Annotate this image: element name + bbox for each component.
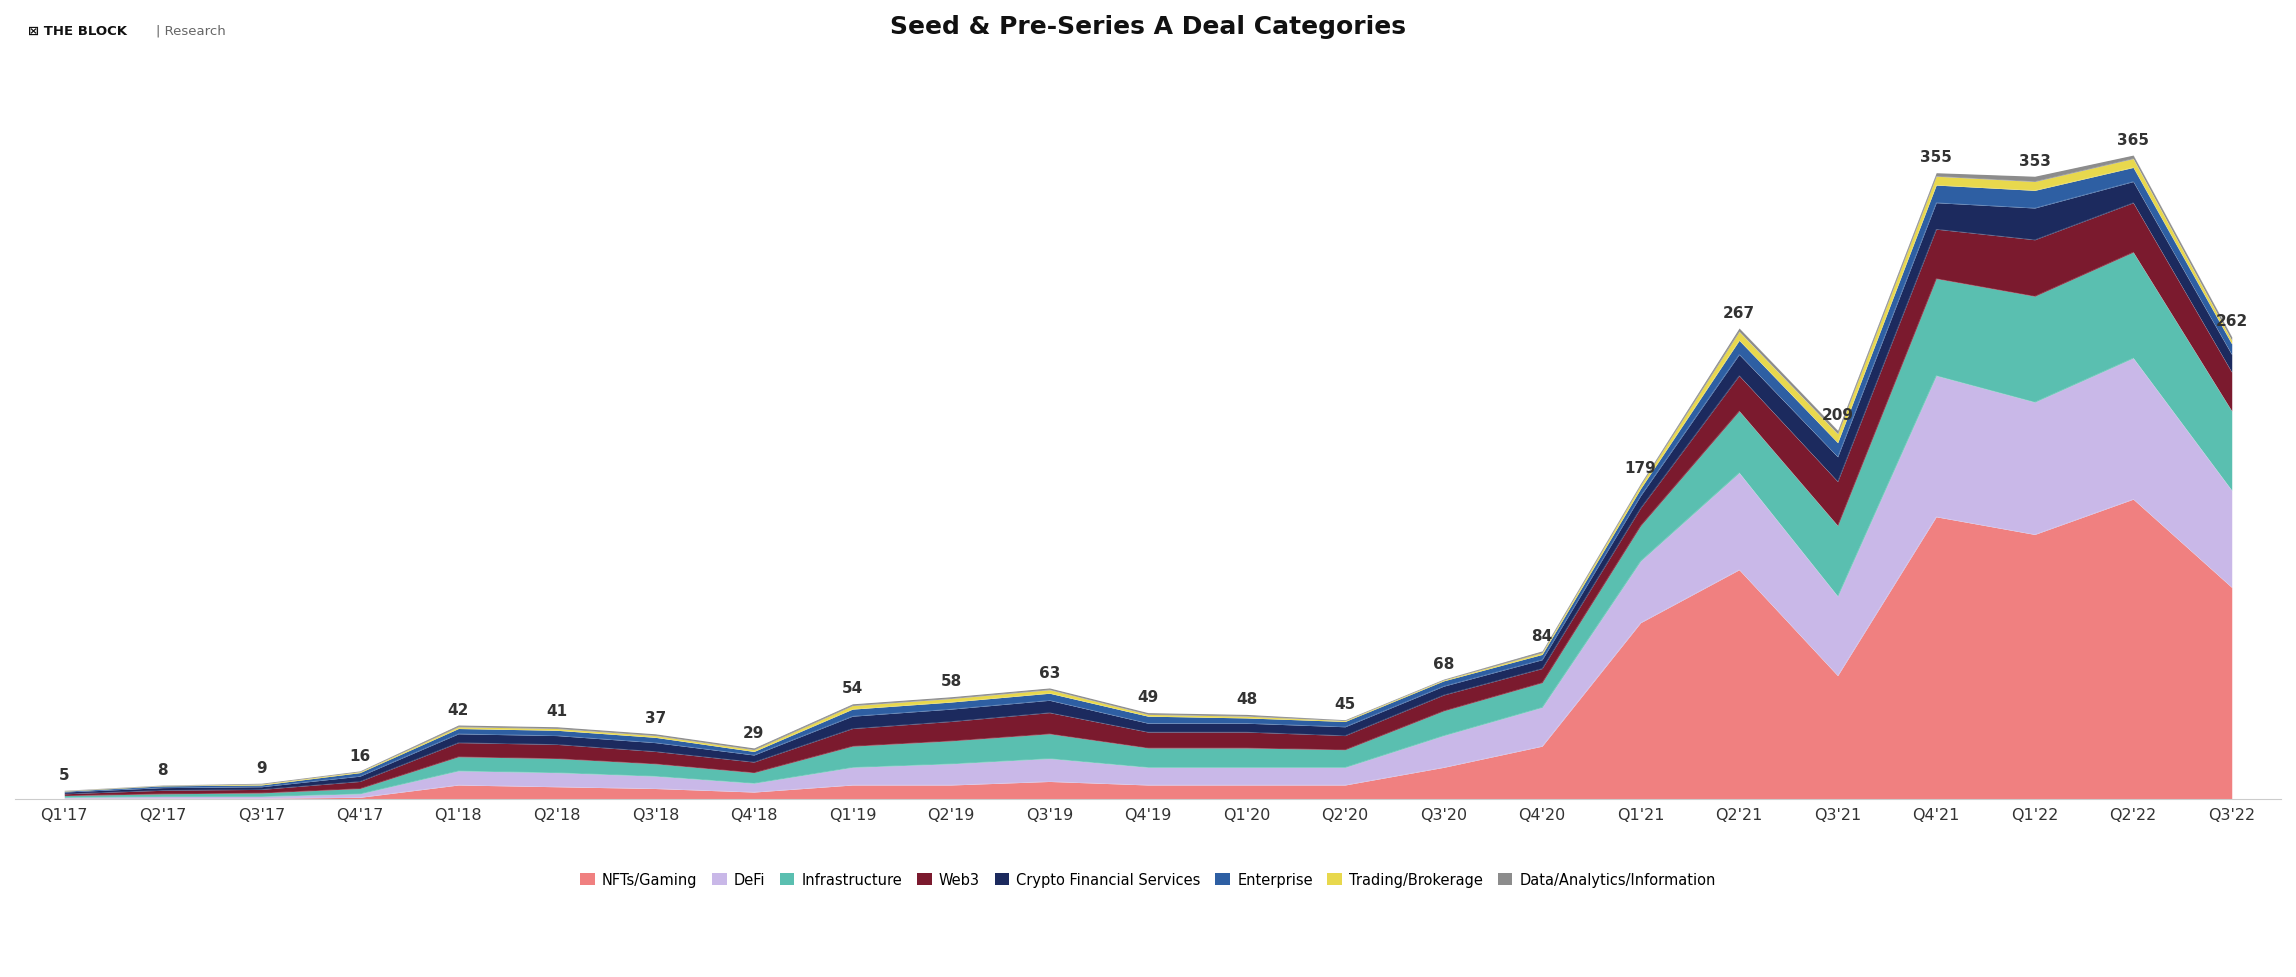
Text: 353: 353 bbox=[2018, 153, 2050, 169]
Text: 58: 58 bbox=[941, 674, 962, 689]
Text: 8: 8 bbox=[158, 762, 168, 777]
Text: 209: 209 bbox=[1821, 407, 1853, 422]
Text: 42: 42 bbox=[448, 701, 468, 717]
Text: 49: 49 bbox=[1137, 690, 1159, 704]
Text: 16: 16 bbox=[349, 747, 370, 763]
Text: 365: 365 bbox=[2117, 133, 2149, 148]
Text: ⊠ THE BLOCK: ⊠ THE BLOCK bbox=[28, 24, 126, 37]
Text: | Research: | Research bbox=[156, 24, 225, 37]
Text: 84: 84 bbox=[1531, 628, 1552, 643]
Text: 5: 5 bbox=[60, 767, 69, 783]
Text: 267: 267 bbox=[1722, 306, 1754, 320]
Title: Seed & Pre-Series A Deal Categories: Seed & Pre-Series A Deal Categories bbox=[891, 15, 1405, 39]
Legend: NFTs/Gaming, DeFi, Infrastructure, Web3, Crypto Financial Services, Enterprise, : NFTs/Gaming, DeFi, Infrastructure, Web3,… bbox=[574, 866, 1722, 893]
Text: 179: 179 bbox=[1626, 460, 1655, 476]
Text: 68: 68 bbox=[1433, 657, 1453, 671]
Text: 41: 41 bbox=[546, 703, 567, 719]
Text: 45: 45 bbox=[1334, 697, 1355, 711]
Text: 54: 54 bbox=[843, 681, 863, 696]
Text: 9: 9 bbox=[255, 760, 266, 775]
Text: 37: 37 bbox=[645, 710, 666, 726]
Text: 48: 48 bbox=[1235, 692, 1258, 706]
Text: 63: 63 bbox=[1038, 665, 1061, 680]
Text: 29: 29 bbox=[744, 725, 765, 740]
Text: 262: 262 bbox=[2216, 315, 2248, 329]
Text: 355: 355 bbox=[1919, 150, 1952, 165]
